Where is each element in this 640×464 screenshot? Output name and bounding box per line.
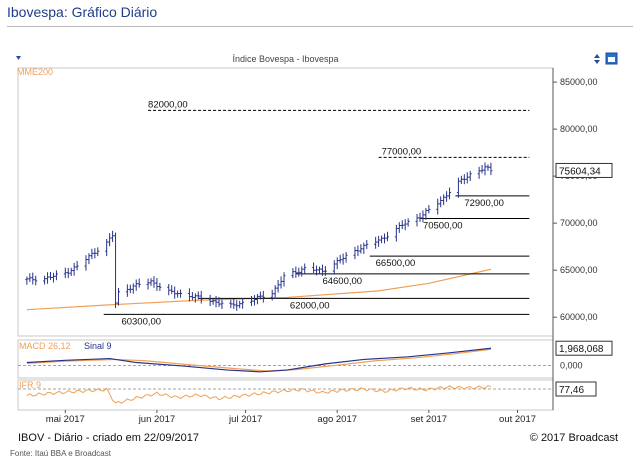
last-price-box (555, 162, 613, 178)
level-label-60300,00: 60300,00 (121, 316, 161, 327)
calendar-icon (605, 52, 618, 65)
x-tick-label: ago 2017 (317, 414, 357, 425)
level-label-82000,00: 82000,00 (148, 99, 188, 110)
calendar-page (608, 57, 615, 62)
ifr-line (26, 385, 492, 404)
x-tick-label: set 2017 (411, 414, 447, 425)
level-label-62000,00: 62000,00 (290, 300, 330, 311)
mme200-line (26, 268, 492, 311)
level-label-66500,00: 66500,00 (376, 258, 416, 269)
level-label-64600,00: 64600,00 (322, 276, 362, 287)
ifr-last-label: 77,46 (559, 385, 584, 396)
source-note: Fonte: Itaú BBA e Broadcast (10, 449, 111, 458)
mme200-label: MME200 (17, 67, 53, 77)
macd-y-tick-label: 0,000 (560, 361, 583, 371)
signal-line (26, 348, 492, 372)
ifr-label: IFR 9 (19, 380, 41, 390)
price-y-tick-label: 60000,00 (560, 312, 598, 322)
ifr-panel-frame (17, 379, 554, 411)
macd-label: MACD 26,12 (19, 341, 71, 351)
level-label-72900,00: 72900,00 (464, 198, 504, 209)
x-tick-label: jun 2017 (138, 414, 175, 425)
title-divider (7, 26, 633, 27)
price-y-tick-label: 85000,00 (560, 77, 598, 87)
price-y-tick-label: 80000,00 (560, 124, 598, 134)
x-tick-label: jul 2017 (228, 414, 262, 425)
page-title: Ibovespa: Gráfico Diário (7, 4, 158, 20)
x-tick-label: mai 2017 (46, 414, 85, 425)
level-label-77000,00: 77000,00 (382, 146, 422, 157)
last-price-label: 75604,34 (559, 166, 601, 177)
price-y-tick-label: 65000,00 (560, 265, 598, 275)
level-label-70500,00: 70500,00 (423, 220, 463, 231)
macd-line (26, 347, 491, 373)
macd-last-box (555, 340, 613, 356)
price-y-tick-label: 70000,00 (560, 218, 598, 228)
price-bars (25, 162, 493, 311)
sort-arrows-icon (594, 54, 600, 64)
chart-created-note: IBOV - Diário - criado em 22/09/2017 (18, 432, 199, 444)
signal-label: Sinal 9 (84, 341, 112, 351)
x-tick-label: out 2017 (499, 414, 536, 425)
chart-title: Índice Bovespa - Ibovespa (232, 54, 338, 64)
ifr-last-box (555, 381, 597, 397)
sort-up-arrow (594, 54, 600, 58)
sort-down-arrow (594, 60, 600, 64)
chevron-down-icon (16, 56, 21, 60)
macd-last-label: 1,968,068 (559, 344, 604, 355)
copyright-note: © 2017 Broadcast (529, 432, 618, 444)
